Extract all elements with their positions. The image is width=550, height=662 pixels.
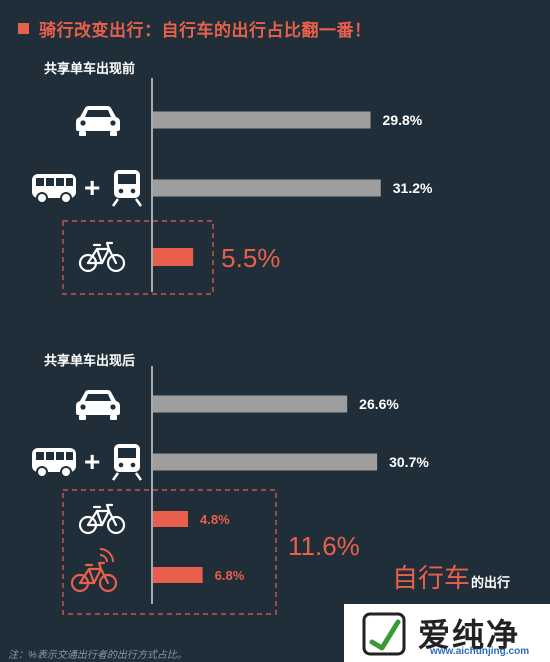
bar [153, 248, 194, 266]
data-label: 30.7% [389, 454, 429, 470]
data-label: 4.8% [200, 512, 230, 527]
data-label: 26.6% [359, 396, 399, 412]
data-label: 5.5% [221, 243, 280, 273]
signal-icon [99, 554, 108, 563]
watermark: 爱纯净 www.aichunjing.com [344, 604, 550, 662]
bar [153, 179, 381, 197]
shared-bike-icon [70, 561, 118, 593]
highlight-box [62, 220, 214, 295]
bike-icon [78, 241, 126, 273]
plus-sign: + [84, 172, 100, 203]
title-row: 骑行改变出行：自行车的出行占比翻一番！ [18, 16, 372, 41]
data-label: 6.8% [215, 568, 245, 583]
bar [153, 111, 371, 129]
footnote: 注：%表示交通出行者的出行方式占比。 [8, 650, 187, 661]
bar [153, 567, 203, 583]
train-icon [111, 168, 143, 208]
group-caption-small: 的出行 [471, 575, 510, 590]
car-icon [76, 106, 120, 136]
bar [153, 395, 348, 413]
highlight-box [62, 489, 277, 615]
bus-icon [31, 447, 77, 478]
section-after-label: 共享单车出现后 [44, 353, 136, 368]
signal-icon [99, 548, 114, 563]
watermark-url: www.aichunjing.com [430, 646, 530, 657]
title-bullet [18, 23, 29, 34]
train-icon [111, 442, 143, 482]
bike-icon [78, 503, 126, 535]
data-label: 31.2% [393, 180, 433, 196]
group-caption: 自行车 [392, 563, 470, 593]
section-before-label: 共享单车出现前 [44, 61, 136, 76]
page-title: 骑行改变出行：自行车的出行占比翻一番！ [39, 21, 372, 40]
plus-sign: + [84, 446, 100, 477]
watermark-logo-icon [362, 612, 406, 656]
car-icon [76, 390, 120, 420]
data-label: 29.8% [383, 112, 423, 128]
watermark-text: 爱纯净 [418, 617, 521, 653]
bus-icon [31, 173, 77, 204]
group-total-label: 11.6% [288, 531, 360, 561]
bar [153, 511, 189, 527]
bar [153, 453, 378, 471]
